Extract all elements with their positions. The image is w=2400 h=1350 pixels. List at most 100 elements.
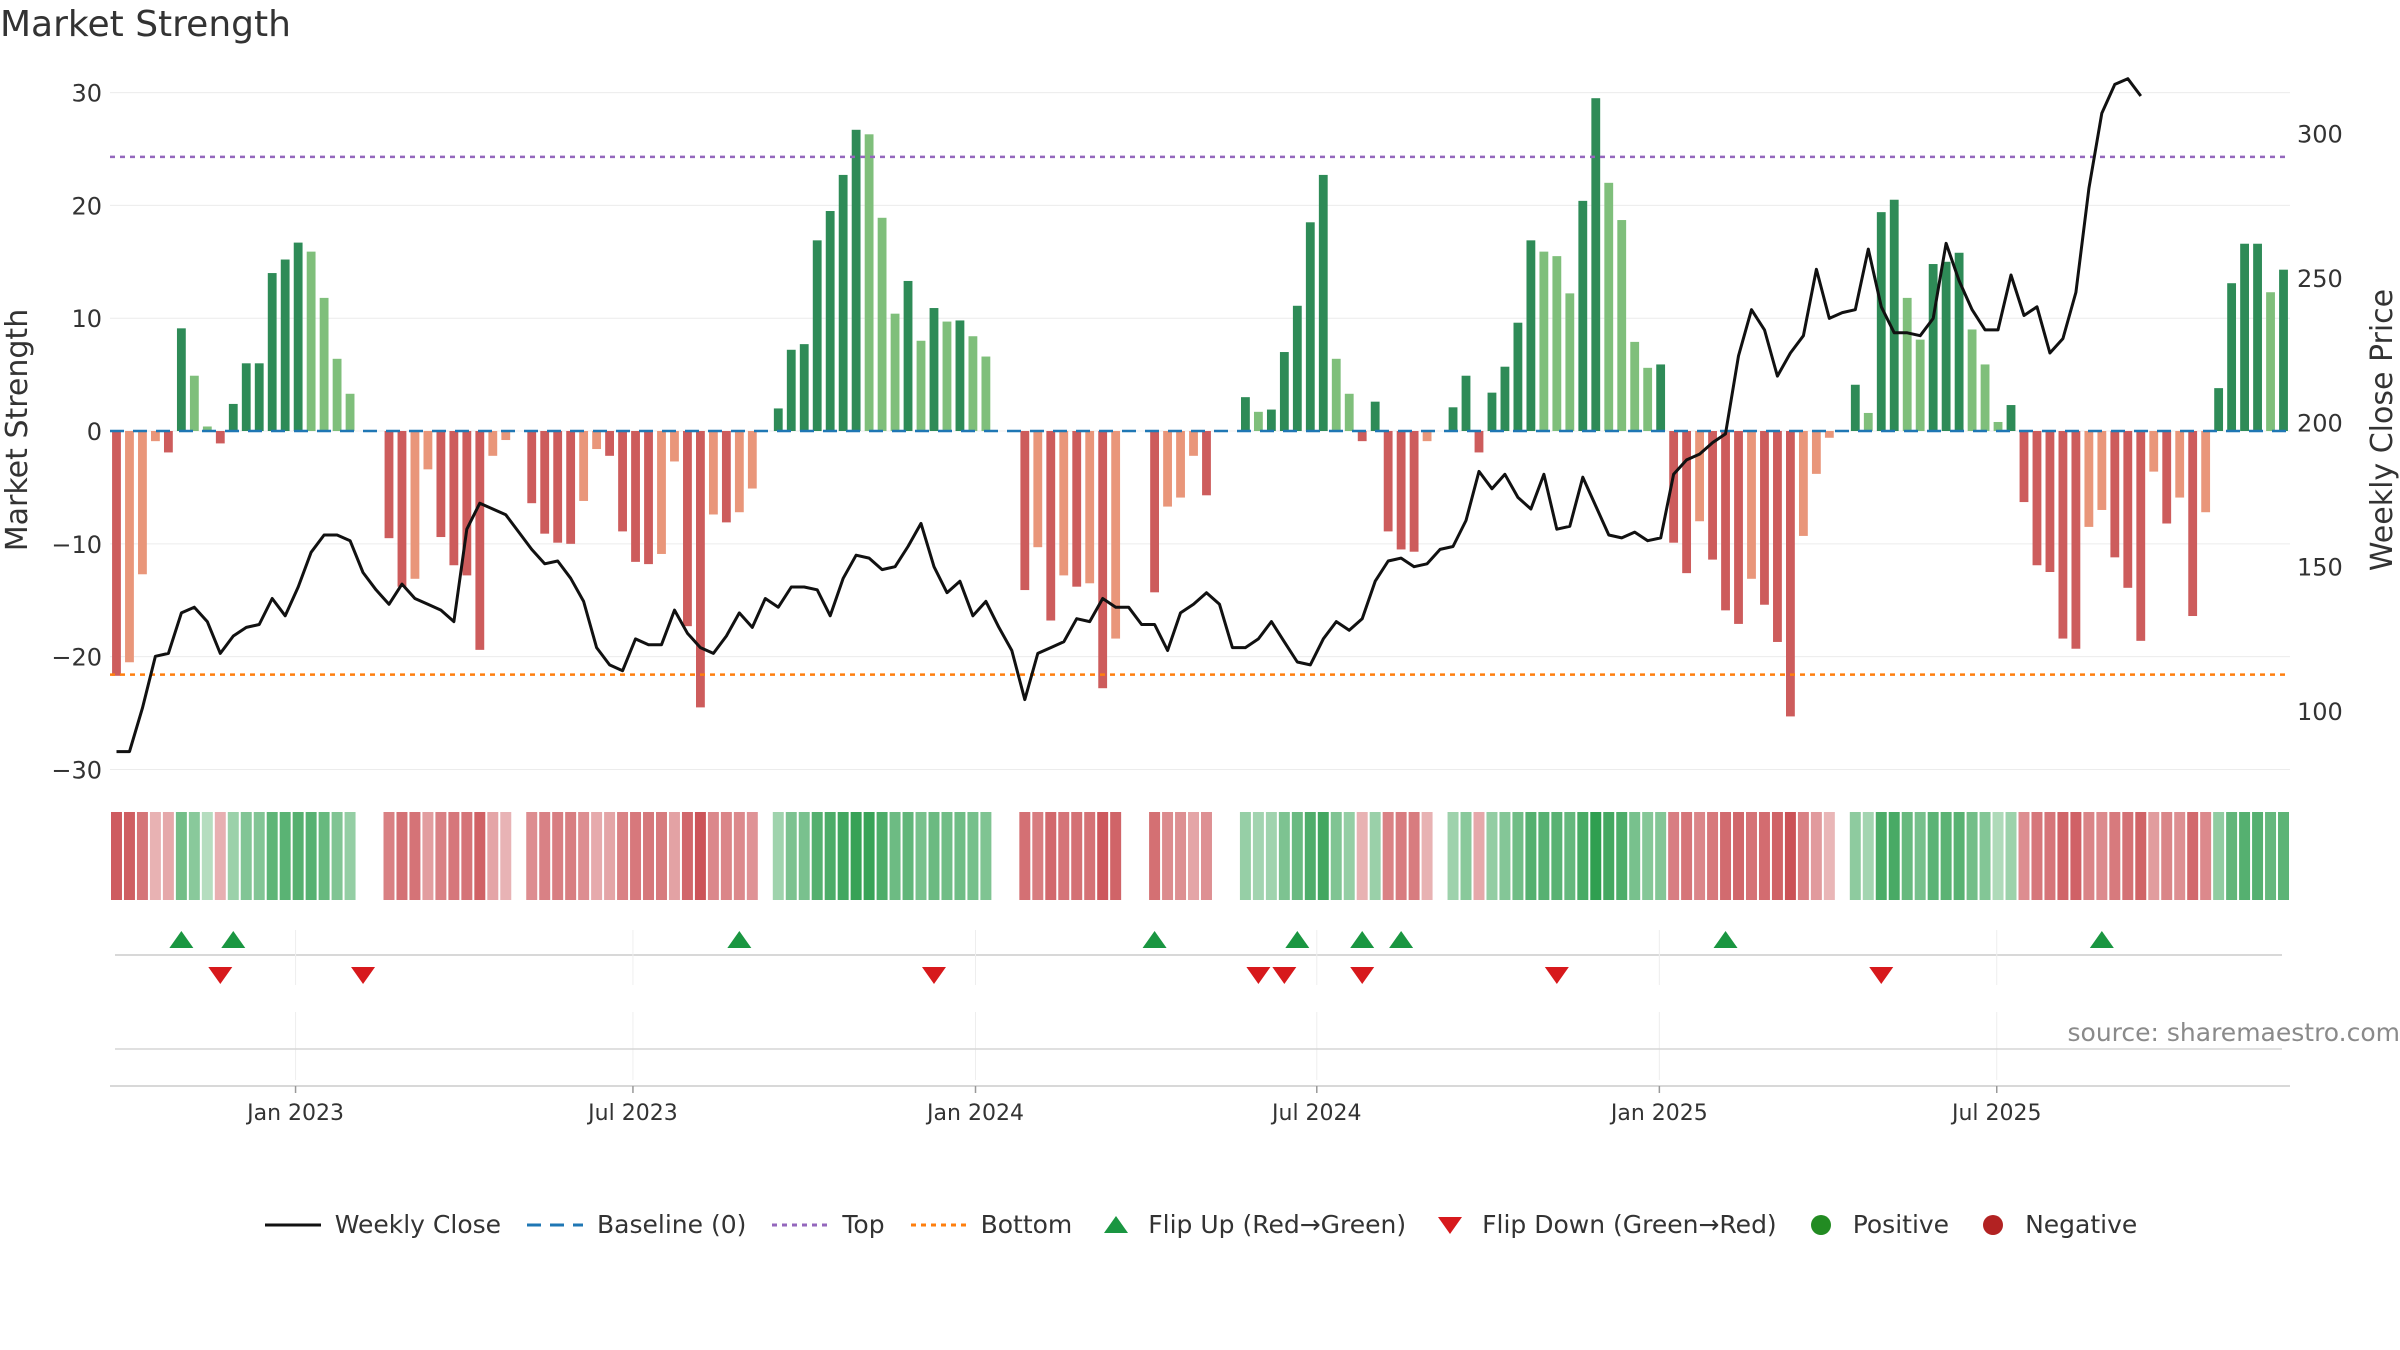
strength-bar [1889,199,1899,431]
heat-strip-cell [1836,812,1848,900]
strength-bar [138,431,147,575]
strength-bar [319,297,329,431]
strength-bar [2084,431,2094,527]
weekly-close-line [116,77,2142,754]
x-tick-label: Jan 2025 [1609,1101,1708,1126]
strength-bar [955,320,965,431]
heat-strip-cell [1888,812,1900,900]
strength-bar [1760,431,1769,605]
strength-bar [838,174,848,431]
heat-strip-cell [1966,812,1978,900]
strength-bar [2110,431,2120,558]
strength-bar [1513,322,1523,431]
heat-strip-cell [1707,812,1719,900]
heat-strip-cell [253,812,265,900]
strength-bar [579,431,589,501]
heat-strip-cell [357,812,369,900]
legend-baseline: Baseline (0) [525,1210,746,1239]
strength-bar [864,134,874,431]
heat-strip-cell [617,812,629,900]
flip-up-marker [1350,931,1375,948]
strength-bar [1941,261,1951,431]
strength-bar [1786,431,1795,717]
heat-strip-cell [1486,812,1498,900]
heat-strip-cell [2083,812,2095,900]
strength-bar [1202,431,1211,496]
strength-bar [1682,431,1692,574]
strength-bar [1669,431,1679,543]
strength-bar [1643,367,1653,431]
heat-strip-cell [1538,812,1550,900]
heat-strip-cell [643,812,654,900]
heat-strip-cell [1175,812,1187,900]
strength-bar [786,349,796,431]
strength-bar [2006,405,2016,431]
heat-strip-cell [1927,812,1939,900]
heat-strip-cell [500,812,512,900]
strength-bar [1331,358,1341,431]
strength-bar [1474,431,1484,453]
x-tick-label: Jul 2023 [586,1101,678,1126]
strength-bar [721,431,731,523]
heat-strip-cell [1226,812,1238,900]
strength-bar [2201,431,2211,513]
strength-bar [1383,431,1393,532]
strength-bar [410,431,420,579]
strength-bar [306,251,316,431]
strength-bar [1020,431,1030,591]
flip-up-marker [1142,931,1167,948]
heat-strip-cell [656,812,667,900]
flip-down-marker [1544,967,1569,984]
heat-strip-cell [1252,812,1264,900]
flip-down-marker [1272,967,1297,984]
y-tick-label: −10 [51,531,102,559]
strength-bar [1111,431,1121,639]
heat-strip-cell [513,812,525,900]
heat-strip-cell [863,812,875,900]
heat-strip-cell [785,812,797,900]
heat-strip-cell [162,812,174,900]
heat-strip-cell [1110,812,1122,900]
heat-strip-cell [2057,812,2069,900]
heat-strip-cell [2031,812,2043,900]
heat-strip-cell [227,812,239,900]
heat-strip-cell [1733,812,1744,900]
strength-bar [176,328,186,431]
heat-strip-cell [1616,812,1628,900]
y2-tick-label: 150 [2297,554,2343,582]
heat-strip-cell [1694,812,1706,900]
strength-bar [1292,305,1302,431]
strength-bar [2253,243,2262,431]
heat-strip-cell [214,812,226,900]
heat-strip-cell [2187,812,2199,900]
heat-strip-cell [1278,812,1290,900]
heat-strip-cell [1746,812,1757,900]
heat-strip-cell [694,812,706,900]
strength-bar [825,211,835,431]
strength-bar [501,431,511,441]
heat-strip-cell [1188,812,1199,900]
heat-strip-cell [1045,812,1057,900]
strength-bar [1396,431,1406,550]
strength-bar [1967,329,1977,431]
strength-bar [1189,431,1198,456]
strength-bar [449,431,459,566]
strength-bar [890,313,900,431]
heat-strip-cell [1291,812,1303,900]
heat-strip-cell [2265,812,2277,900]
strength-bar [215,431,225,444]
strength-bar [462,431,472,576]
strength-bar [163,431,173,453]
strength-bar [1915,339,1925,431]
heat-strip-cell [1758,812,1770,900]
heat-strip-cell [396,812,408,900]
strength-bar [968,336,978,431]
y-tick-label: −20 [51,644,102,672]
flip-down-marker [351,967,376,984]
strength-bar [734,431,744,513]
heat-strip-cell [526,812,538,900]
heat-strip-cell [344,812,356,900]
heat-strip-cell [2278,812,2289,900]
strength-bar [2045,431,2055,573]
heat-strip-cell [1875,812,1887,900]
